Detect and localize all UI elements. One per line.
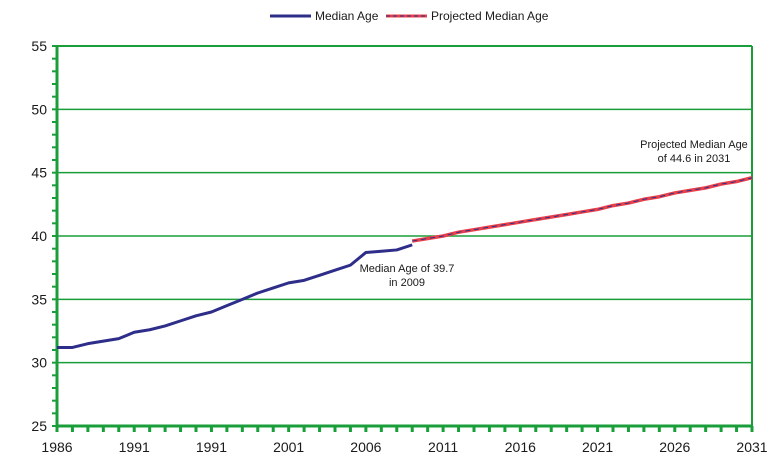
annotation-projected-2031: Projected Median Age of 44.6 in 2031: [640, 139, 748, 165]
annotation-projected-line-2: of 44.6 in 2031: [658, 153, 731, 165]
y-tick-label: 30: [31, 355, 47, 371]
series-projected-median-age: [411, 176, 753, 243]
y-tick-label: 35: [31, 291, 47, 307]
y-tick-label: 40: [31, 228, 47, 244]
y-tick-label: 45: [31, 165, 47, 181]
legend: Median Age Projected Median Age: [270, 9, 549, 23]
annotation-projected-line-1: Projected Median Age: [640, 139, 748, 151]
series-median-age: [57, 243, 413, 349]
annotation-median-2009: Median Age of 39.7 in 2009: [360, 263, 455, 289]
x-tick-label: 2001: [273, 439, 304, 455]
x-tick-label: 2021: [582, 439, 613, 455]
x-tick-label: 2026: [659, 439, 690, 455]
x-tick-label: 1991: [196, 439, 227, 455]
y-tick-label: 55: [31, 38, 47, 54]
series-projected-dash-overlay: [412, 177, 753, 242]
annotation-median-line-1: Median Age of 39.7: [360, 263, 455, 275]
legend-label-median-age: Median Age: [315, 9, 379, 23]
x-tick-label: 1986: [41, 439, 72, 455]
axes: [52, 45, 754, 432]
legend-label-projected-median-age: Projected Median Age: [431, 9, 549, 23]
x-tick-label: 2016: [505, 439, 536, 455]
gridlines: [57, 45, 752, 427]
x-tick-label: 2011: [428, 439, 458, 455]
x-tick-label: 2031: [736, 439, 767, 455]
annotation-median-line-2: in 2009: [389, 277, 425, 289]
x-tick-label: 2006: [350, 439, 381, 455]
y-tick-label: 25: [31, 418, 47, 434]
tick-labels: 25 30 35 40 45 50 55 1986 1991 1991 2001 2006 2011 20…: [31, 38, 767, 455]
x-tick-label: 1991: [119, 439, 150, 455]
series: [57, 176, 753, 349]
y-tick-label: 50: [31, 101, 47, 117]
